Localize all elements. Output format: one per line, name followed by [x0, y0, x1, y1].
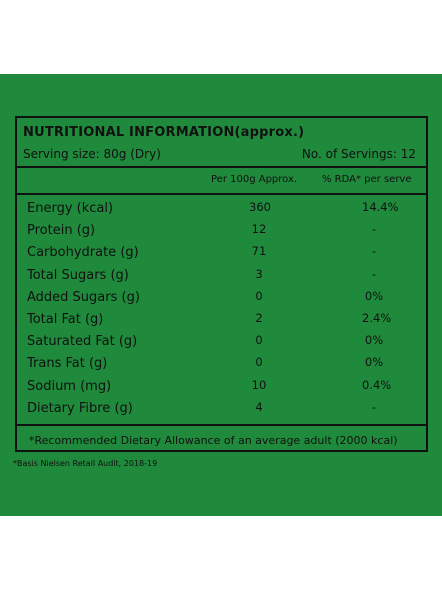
serving-size: Serving size: 80g (Dry)	[23, 147, 161, 161]
divider	[17, 193, 426, 195]
nutrition-title: NUTRITIONAL INFORMATION(approx.)	[23, 125, 305, 140]
source-note: *Basis Nielsen Retail Audit, 2018-19	[13, 459, 158, 468]
nutrient-name: Carbohydrate (g)	[27, 245, 139, 261]
nutrient-rda: 0%	[364, 288, 384, 303]
nutrient-rda: 14.4%	[362, 200, 399, 214]
nutrient-rda: 2.4%	[362, 311, 392, 325]
nutrient-rda: 0%	[364, 355, 384, 370]
nutrient-rda: -	[371, 266, 377, 281]
nutrient-value: 0	[255, 288, 263, 303]
nutrient-name: Added Sugars (g)	[27, 289, 140, 305]
green-background	[0, 74, 442, 516]
nutrient-name: Sodium (mg)	[27, 378, 112, 394]
divider	[17, 424, 426, 426]
nutrient-value: 10	[251, 377, 267, 392]
nutrient-name: Saturated Fat (g)	[27, 334, 138, 350]
nutrient-value: 4	[255, 399, 263, 414]
nutrient-name: Protein (g)	[27, 223, 96, 239]
nutrition-table: NUTRITIONAL INFORMATION(approx.) Serving…	[15, 116, 428, 452]
nutrient-rda: -	[371, 244, 377, 259]
column-header-rda: % RDA* per serve	[322, 174, 412, 185]
nutrient-name: Total Sugars (g)	[27, 267, 129, 283]
nutrient-name: Dietary Fibre (g)	[27, 400, 133, 416]
nutrient-name: Energy (kcal)	[27, 201, 114, 216]
nutrient-name: Total Fat (g)	[27, 312, 104, 327]
nutrient-rda: -	[371, 399, 377, 414]
nutrient-value: 71	[251, 244, 267, 259]
nutrient-value: 360	[249, 200, 271, 214]
nutrient-value: 0	[255, 333, 263, 348]
nutrient-rda: 0%	[364, 333, 384, 348]
footnote: *Recommended Dietary Allowance of an ave…	[29, 434, 398, 447]
nutrient-value: 0	[255, 355, 263, 370]
nutrient-rda: 0.4%	[362, 377, 392, 392]
divider	[17, 166, 426, 168]
column-header-per-100g: Per 100g Approx.	[211, 174, 298, 185]
nutrient-value: 12	[251, 222, 267, 237]
nutrient-value: 3	[255, 266, 263, 281]
nutrient-value: 2	[255, 311, 263, 325]
number-of-servings: No. of Servings: 12	[301, 147, 416, 161]
nutrient-name: Trans Fat (g)	[27, 356, 108, 372]
nutrient-rda: -	[371, 222, 377, 237]
